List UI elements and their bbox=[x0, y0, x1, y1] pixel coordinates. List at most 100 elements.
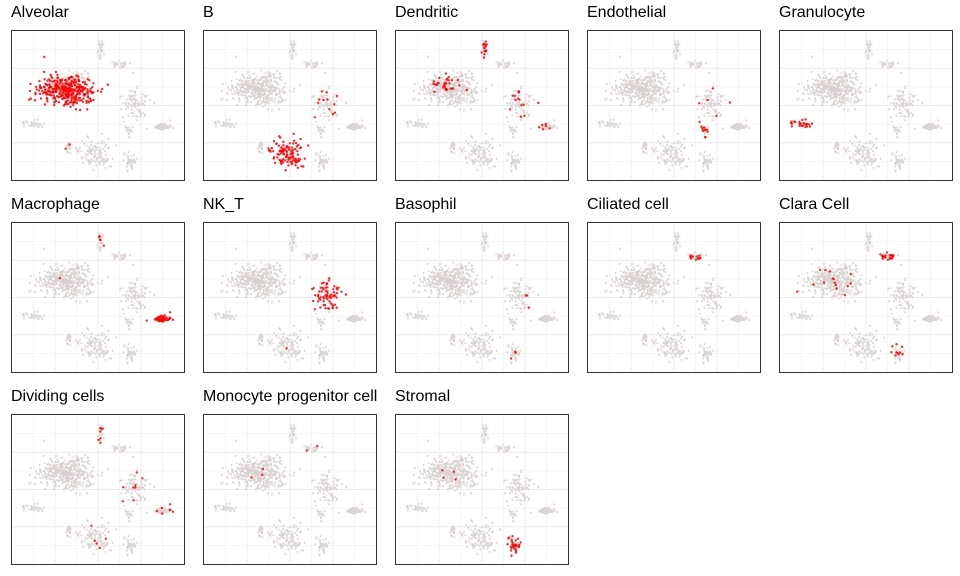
cell-point bbox=[514, 155, 517, 158]
cell-point bbox=[706, 89, 709, 92]
cell-point bbox=[642, 150, 645, 153]
cell-point bbox=[48, 274, 51, 277]
cell-point bbox=[224, 121, 228, 124]
cell-point bbox=[126, 290, 129, 293]
tsne-scatter bbox=[780, 31, 952, 180]
cell-point bbox=[254, 85, 257, 89]
cell-point bbox=[896, 136, 899, 139]
cell-point bbox=[689, 62, 692, 65]
cell-point bbox=[91, 351, 95, 354]
cell-point bbox=[103, 145, 106, 148]
cell-point bbox=[85, 336, 88, 339]
cell-point bbox=[152, 293, 155, 296]
cell-point bbox=[891, 62, 894, 65]
cell-point bbox=[130, 130, 133, 133]
cell-point bbox=[654, 147, 657, 150]
cell-point bbox=[88, 352, 91, 355]
cell-point bbox=[79, 281, 82, 284]
panel-plot-area bbox=[779, 30, 953, 181]
cell-point bbox=[482, 150, 486, 153]
highlighted-cell-point bbox=[808, 125, 812, 128]
cell-point bbox=[225, 99, 229, 102]
panel-plot-area bbox=[203, 30, 377, 181]
highlighted-cell-point bbox=[280, 159, 283, 163]
cell-point bbox=[41, 125, 44, 128]
highlighted-cell-point bbox=[58, 95, 61, 99]
cell-point bbox=[850, 97, 853, 100]
highlighted-cell-point bbox=[282, 140, 285, 143]
cell-point bbox=[470, 108, 473, 111]
cell-point bbox=[462, 99, 465, 102]
cell-point bbox=[469, 144, 472, 147]
cell-point bbox=[831, 79, 834, 82]
cell-point bbox=[442, 92, 445, 95]
cell-point bbox=[525, 93, 528, 96]
cell-point bbox=[480, 142, 483, 145]
cell-point bbox=[316, 125, 319, 128]
cell-point bbox=[126, 348, 129, 351]
cell-point bbox=[706, 163, 709, 167]
cell-point bbox=[702, 98, 705, 101]
cell-point bbox=[894, 165, 897, 168]
cell-point bbox=[141, 93, 144, 96]
cell-point bbox=[514, 165, 518, 168]
cell-point bbox=[896, 98, 899, 101]
cell-point bbox=[77, 150, 80, 153]
highlighted-cell-point bbox=[52, 97, 55, 100]
cell-point bbox=[640, 89, 643, 92]
cell-point bbox=[631, 99, 634, 103]
highlighted-cell-point bbox=[73, 81, 76, 84]
cell-point bbox=[60, 279, 64, 282]
cell-point bbox=[907, 112, 910, 116]
highlighted-cell-point bbox=[70, 93, 73, 96]
highlighted-cell-point bbox=[38, 84, 42, 87]
cell-point bbox=[130, 288, 133, 291]
cell-point bbox=[92, 169, 95, 172]
cell-point bbox=[94, 338, 97, 341]
cell-point bbox=[97, 54, 100, 57]
highlighted-cell-point bbox=[73, 83, 77, 87]
cell-point bbox=[817, 93, 820, 97]
cell-point bbox=[127, 318, 130, 321]
cell-point bbox=[248, 83, 251, 86]
cell-point bbox=[454, 93, 457, 96]
highlighted-cell-point bbox=[68, 143, 71, 146]
cell-point bbox=[682, 158, 686, 161]
cell-point bbox=[858, 158, 861, 161]
cell-point bbox=[867, 46, 870, 49]
highlighted-cell-point bbox=[483, 49, 486, 52]
cell-point bbox=[120, 108, 123, 111]
cell-point bbox=[139, 306, 142, 310]
cell-point bbox=[259, 96, 262, 99]
cell-point bbox=[49, 265, 52, 268]
cell-point bbox=[309, 59, 312, 62]
cell-point bbox=[96, 334, 99, 337]
cell-point bbox=[838, 98, 841, 101]
highlighted-cell-point bbox=[282, 144, 285, 147]
cell-point bbox=[106, 350, 110, 353]
cell-point bbox=[122, 257, 125, 260]
cell-point bbox=[643, 96, 646, 99]
cell-point bbox=[314, 65, 317, 68]
cell-point bbox=[900, 153, 904, 156]
cell-point bbox=[242, 83, 245, 86]
cell-point bbox=[925, 126, 929, 130]
cell-point bbox=[514, 163, 517, 167]
cell-point bbox=[476, 98, 479, 102]
cell-point bbox=[903, 115, 907, 118]
highlighted-cell-point bbox=[81, 100, 84, 104]
cell-point bbox=[656, 73, 660, 76]
cell-point bbox=[673, 40, 677, 43]
cell-point bbox=[269, 86, 272, 89]
cell-point bbox=[74, 292, 77, 296]
cell-point bbox=[214, 125, 217, 128]
highlighted-cell-point bbox=[77, 82, 80, 86]
panel-title: Granulocyte bbox=[779, 4, 866, 21]
cell-point bbox=[664, 90, 667, 93]
highlighted-cell-point bbox=[102, 244, 106, 247]
cell-point bbox=[822, 76, 825, 80]
cell-point bbox=[66, 342, 69, 345]
cell-point bbox=[119, 95, 122, 99]
cell-point bbox=[511, 151, 514, 154]
cell-point bbox=[450, 150, 453, 153]
